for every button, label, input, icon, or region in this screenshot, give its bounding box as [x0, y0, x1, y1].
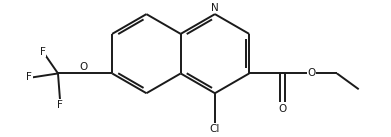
Text: N: N [211, 3, 219, 13]
Text: F: F [27, 72, 32, 82]
Text: O: O [279, 103, 287, 113]
Text: O: O [307, 68, 316, 79]
Text: Cl: Cl [210, 124, 220, 134]
Text: O: O [79, 62, 88, 72]
Text: F: F [40, 47, 46, 57]
Text: F: F [57, 100, 63, 110]
